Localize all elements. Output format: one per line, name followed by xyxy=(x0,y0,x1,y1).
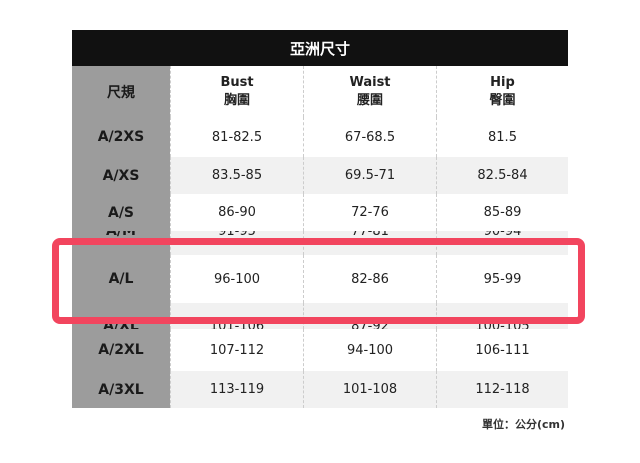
table-cell: 83.5-85 xyxy=(170,157,303,194)
table-cell: A/2XS xyxy=(72,117,170,157)
cell-text: A/M xyxy=(106,231,136,239)
cell-text: A/XS xyxy=(102,167,140,184)
cell-text: 96-100 xyxy=(213,271,261,287)
cell-text: A/3XL xyxy=(98,381,144,398)
unit-note: 單位：公分(cm) xyxy=(481,418,565,431)
cell-text: 81.5 xyxy=(488,129,517,145)
cell-text: 77-81 xyxy=(351,231,389,239)
table-cell: A/2XL xyxy=(72,329,170,371)
table-cell: 82-86 xyxy=(303,255,436,303)
cell-text: 106-111 xyxy=(475,342,530,358)
cell-text: 83.5-85 xyxy=(211,168,263,183)
header-cell: Hip 臀圍 xyxy=(436,66,568,117)
table-title: 亞洲尺寸 xyxy=(72,30,568,66)
cell-text: 101-108 xyxy=(342,382,398,397)
header-cell: Waist 腰圍 xyxy=(303,66,436,117)
table-cell: 86-90 xyxy=(170,194,303,231)
header-text: 臀圍 xyxy=(489,92,516,108)
cell-text: A/S xyxy=(107,204,135,221)
cell-text: 82-86 xyxy=(351,271,389,287)
header-text: 胸圍 xyxy=(223,92,250,108)
cell-text: 91-95 xyxy=(218,231,256,239)
cell-text: 67-68.5 xyxy=(344,129,396,145)
table-cell: A/S xyxy=(72,194,170,231)
cell-text: 90-94 xyxy=(483,231,522,239)
header-text: Hip xyxy=(490,74,515,90)
cell-text: 94-100 xyxy=(346,342,394,358)
table-cell: 81-82.5 xyxy=(170,117,303,157)
cell-text: 86-90 xyxy=(218,205,256,220)
header-cell: 尺規 xyxy=(72,66,170,117)
table-cell: 96-100 xyxy=(170,255,303,303)
highlight-box xyxy=(52,238,585,324)
table-cell: 112-118 xyxy=(436,371,568,408)
cell-text: A/2XL xyxy=(98,342,144,358)
header-cell: Bust 胸圍 xyxy=(170,66,303,117)
table-cell: 82.5-84 xyxy=(436,157,568,194)
cell-text: 82.5-84 xyxy=(477,168,528,183)
table-cell: 101-108 xyxy=(303,371,436,408)
cell-text: 107-112 xyxy=(209,342,265,358)
table-cell: A/3XL xyxy=(72,371,170,408)
table-cell: 85-89 xyxy=(436,194,568,231)
cell-text: 81-82.5 xyxy=(211,129,263,145)
table-cell: 72-76 xyxy=(303,194,436,231)
table-cell: A/L xyxy=(72,255,170,303)
table-cell: 113-119 xyxy=(170,371,303,408)
table-cell: 106-111 xyxy=(436,329,568,371)
cell-text: 69.5-71 xyxy=(344,168,396,183)
cell-text: A/2XS xyxy=(97,129,145,145)
header-text: Bust xyxy=(220,74,254,90)
cell-text: 112-118 xyxy=(475,382,530,397)
header-text: Waist xyxy=(349,74,391,90)
cell-text: 85-89 xyxy=(483,205,522,220)
table-cell: 81.5 xyxy=(436,117,568,157)
table-cell: 67-68.5 xyxy=(303,117,436,157)
cell-text: 113-119 xyxy=(209,382,265,397)
table-cell: 69.5-71 xyxy=(303,157,436,194)
cell-text: 95-99 xyxy=(483,271,522,287)
table-cell: 94-100 xyxy=(303,329,436,371)
cell-text: 72-76 xyxy=(351,205,389,220)
table-cell: 95-99 xyxy=(436,255,568,303)
header-text: 腰圍 xyxy=(356,92,383,108)
table-cell: 107-112 xyxy=(170,329,303,371)
cell-text: A/L xyxy=(108,271,134,287)
header-text: 尺規 xyxy=(107,84,135,101)
table-cell: A/XS xyxy=(72,157,170,194)
